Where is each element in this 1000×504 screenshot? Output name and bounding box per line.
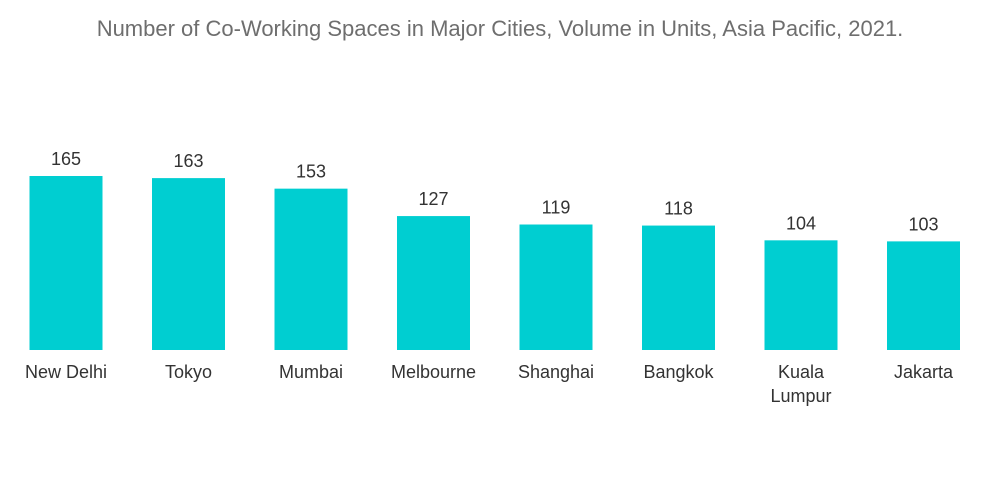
value-label-shanghai: 119 [542,198,571,218]
value-label-new-delhi: 165 [51,149,81,169]
category-label-shanghai: Shanghai [518,362,594,382]
bar-new-delhi [29,176,103,350]
bars-group [29,176,960,350]
value-label-kuala-lumpur: 104 [786,213,816,233]
chart-title: Number of Co-Working Spaces in Major Cit… [96,16,904,41]
bar-bangkok [642,225,715,350]
category-label-new-delhi: New Delhi [25,362,107,382]
category-label-mumbai: Mumbai [279,362,343,382]
bar-jakarta [887,241,960,350]
bar-shanghai [519,224,593,350]
value-labels-group: 165 163 153 127 119 118 104 103 [51,149,939,234]
bar-mumbai [274,188,348,350]
value-label-bangkok: 118 [664,199,693,219]
category-label-kuala-lumpur: Kuala Lumpur [770,362,831,406]
value-label-tokyo: 163 [173,151,203,171]
category-label-tokyo: Tokyo [165,362,212,382]
value-label-jakarta: 103 [908,214,938,234]
value-label-mumbai: 153 [296,162,326,182]
bar-kuala-lumpur [764,240,838,350]
bar-melbourne [397,216,470,350]
category-label-jakarta: Jakarta [894,362,954,382]
category-label-melbourne: Melbourne [391,362,476,382]
category-labels-group: New Delhi Tokyo Mumbai Melbourne Shanghai Ban… [25,362,954,406]
bar-tokyo [152,178,225,350]
category-label-bangkok: Bangkok [643,362,714,382]
value-label-melbourne: 127 [418,189,448,209]
